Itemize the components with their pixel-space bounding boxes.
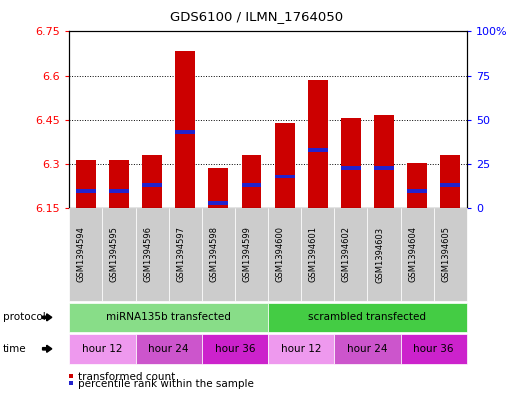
Bar	[407, 163, 427, 208]
Text: protocol: protocol	[3, 312, 45, 322]
Bar	[208, 169, 228, 208]
Text: hour 24: hour 24	[148, 344, 189, 354]
Text: GSM1394605: GSM1394605	[441, 226, 450, 283]
Text: GSM1394597: GSM1394597	[176, 226, 185, 283]
Bar	[308, 80, 328, 208]
Bar	[142, 184, 162, 187]
Bar	[142, 155, 162, 208]
Bar	[109, 189, 129, 193]
Bar	[76, 160, 96, 208]
Bar	[208, 201, 228, 205]
Bar	[341, 166, 361, 169]
Bar	[274, 174, 294, 178]
Bar	[308, 148, 328, 152]
Bar	[109, 160, 129, 208]
Text: transformed count: transformed count	[78, 372, 176, 382]
Text: hour 36: hour 36	[413, 344, 454, 354]
Text: GSM1394594: GSM1394594	[77, 226, 86, 283]
Text: hour 36: hour 36	[214, 344, 255, 354]
Bar	[440, 155, 460, 208]
Bar	[407, 189, 427, 193]
Text: hour 12: hour 12	[82, 344, 123, 354]
Text: scrambled transfected: scrambled transfected	[308, 312, 426, 322]
Text: GSM1394596: GSM1394596	[143, 226, 152, 283]
Text: GSM1394598: GSM1394598	[209, 226, 219, 283]
Text: percentile rank within the sample: percentile rank within the sample	[78, 379, 254, 389]
Text: miRNA135b transfected: miRNA135b transfected	[106, 312, 231, 322]
Text: GSM1394600: GSM1394600	[275, 226, 285, 283]
Bar	[440, 184, 460, 187]
Bar	[341, 118, 361, 208]
Text: GSM1394599: GSM1394599	[243, 226, 251, 283]
Bar	[242, 184, 262, 187]
Bar	[175, 51, 195, 208]
Text: time: time	[3, 344, 26, 354]
Text: GSM1394603: GSM1394603	[375, 226, 384, 283]
Text: hour 24: hour 24	[347, 344, 388, 354]
Bar	[374, 116, 394, 208]
Text: GSM1394595: GSM1394595	[110, 226, 119, 283]
Bar	[242, 155, 262, 208]
Bar	[274, 123, 294, 208]
Text: GSM1394601: GSM1394601	[309, 226, 318, 283]
Bar	[76, 189, 96, 193]
Text: GDS6100 / ILMN_1764050: GDS6100 / ILMN_1764050	[170, 10, 343, 23]
Text: hour 12: hour 12	[281, 344, 322, 354]
Bar	[374, 166, 394, 169]
Text: GSM1394602: GSM1394602	[342, 226, 351, 283]
Text: GSM1394604: GSM1394604	[408, 226, 417, 283]
Bar	[175, 130, 195, 134]
